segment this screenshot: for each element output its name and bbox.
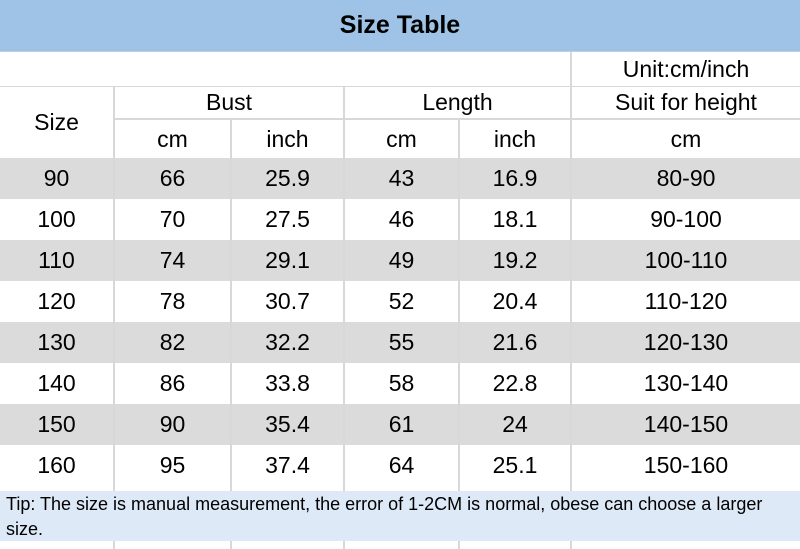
cell-bust-cm: 74: [113, 240, 230, 281]
cell-height-range: 100-110: [570, 240, 800, 281]
subheader-bust-cm: cm: [113, 120, 230, 158]
cell-bust-inch: 29.1: [230, 240, 343, 281]
partial-cell: [113, 486, 230, 491]
partial-cell: [343, 541, 458, 549]
cell-length-inch: 22.8: [458, 363, 570, 404]
cell-bust-cm: 86: [113, 363, 230, 404]
table-row: 120 78 30.7 52 20.4 110-120: [0, 281, 800, 322]
subheader-bust-inch: inch: [230, 120, 343, 158]
partial-cell: [113, 541, 230, 549]
table-row: 150 90 35.4 61 24 140-150: [0, 404, 800, 445]
partial-row-bottom: [0, 541, 800, 549]
partial-cell: [458, 486, 570, 491]
partial-cell: [230, 541, 343, 549]
unit-row-spacer: [0, 52, 570, 86]
cell-bust-cm: 66: [113, 158, 230, 199]
cell-length-inch: 16.9: [458, 158, 570, 199]
cell-size: 150: [37, 411, 76, 437]
table-header: Size Bust Length Suit for height cm inch…: [0, 87, 800, 158]
cell-bust-inch: 30.7: [230, 281, 343, 322]
subheader-height-cm: cm: [570, 120, 800, 158]
cell-height-range: 140-150: [570, 404, 800, 445]
tip-note: Tip: The size is manual measurement, the…: [0, 491, 800, 541]
cell-length-cm: 46: [343, 199, 458, 240]
table-title: Size Table: [339, 11, 461, 39]
tip-text: Tip: The size is manual measurement, the…: [6, 494, 763, 539]
cell-length-inch: 19.2: [458, 240, 570, 281]
cell-height-range: 150-160: [570, 445, 800, 486]
cell-length-cm: 49: [343, 240, 458, 281]
cell-size: 100: [37, 206, 76, 232]
cell-bust-inch: 35.4: [230, 404, 343, 445]
col-header-suit-for-height: Suit for height: [570, 87, 800, 120]
table-row: 140 86 33.8 58 22.8 130-140: [0, 363, 800, 404]
cell-length-cm: 64: [343, 445, 458, 486]
cell-size: 120: [37, 288, 76, 314]
partial-row-top-of-tip: [0, 486, 800, 491]
cell-length-cm: 52: [343, 281, 458, 322]
cell-size: 90: [43, 165, 70, 191]
cell-length-cm: 58: [343, 363, 458, 404]
subheader-length-cm: cm: [343, 120, 458, 158]
cell-bust-inch: 33.8: [230, 363, 343, 404]
partial-cell: [343, 486, 458, 491]
col-header-size: Size: [34, 109, 79, 135]
table-row: 130 82 32.2 55 21.6 120-130: [0, 322, 800, 363]
cell-length-cm: 61: [343, 404, 458, 445]
cell-length-inch: 25.1: [458, 445, 570, 486]
cell-size: 140: [37, 370, 76, 396]
cell-size: 130: [37, 329, 76, 355]
col-header-bust: Bust: [113, 87, 343, 120]
cell-height-range: 90-100: [570, 199, 800, 240]
subheader-length-inch: inch: [458, 120, 570, 158]
table-title-bar: Size Table: [0, 0, 800, 52]
cell-length-cm: 43: [343, 158, 458, 199]
table-row: 100 70 27.5 46 18.1 90-100: [0, 199, 800, 240]
cell-length-inch: 24: [458, 404, 570, 445]
partial-cell: [0, 541, 113, 549]
cell-bust-cm: 95: [113, 445, 230, 486]
partial-cell: [458, 541, 570, 549]
cell-length-cm: 55: [343, 322, 458, 363]
table-row: 110 74 29.1 49 19.2 100-110: [0, 240, 800, 281]
cell-height-range: 80-90: [570, 158, 800, 199]
cell-bust-inch: 32.2: [230, 322, 343, 363]
table-row: 90 66 25.9 43 16.9 80-90: [0, 158, 800, 199]
cell-size: 160: [37, 452, 76, 478]
partial-cell: [230, 486, 343, 491]
col-header-length: Length: [343, 87, 570, 120]
cell-height-range: 130-140: [570, 363, 800, 404]
cell-bust-cm: 90: [113, 404, 230, 445]
cell-height-range: 110-120: [570, 281, 800, 322]
unit-note: Unit:cm/inch: [570, 52, 800, 86]
cell-bust-inch: 25.9: [230, 158, 343, 199]
cell-bust-inch: 37.4: [230, 445, 343, 486]
table-row: 160 95 37.4 64 25.1 150-160: [0, 445, 800, 486]
unit-row: Unit:cm/inch: [0, 52, 800, 87]
cell-bust-cm: 70: [113, 199, 230, 240]
cell-bust-cm: 78: [113, 281, 230, 322]
cell-size: 110: [38, 247, 75, 273]
cell-length-inch: 21.6: [458, 322, 570, 363]
cell-length-inch: 18.1: [458, 199, 570, 240]
cell-height-range: 120-130: [570, 322, 800, 363]
cell-length-inch: 20.4: [458, 281, 570, 322]
cell-bust-inch: 27.5: [230, 199, 343, 240]
cell-bust-cm: 82: [113, 322, 230, 363]
partial-cell: [570, 486, 800, 491]
partial-cell: [570, 541, 800, 549]
